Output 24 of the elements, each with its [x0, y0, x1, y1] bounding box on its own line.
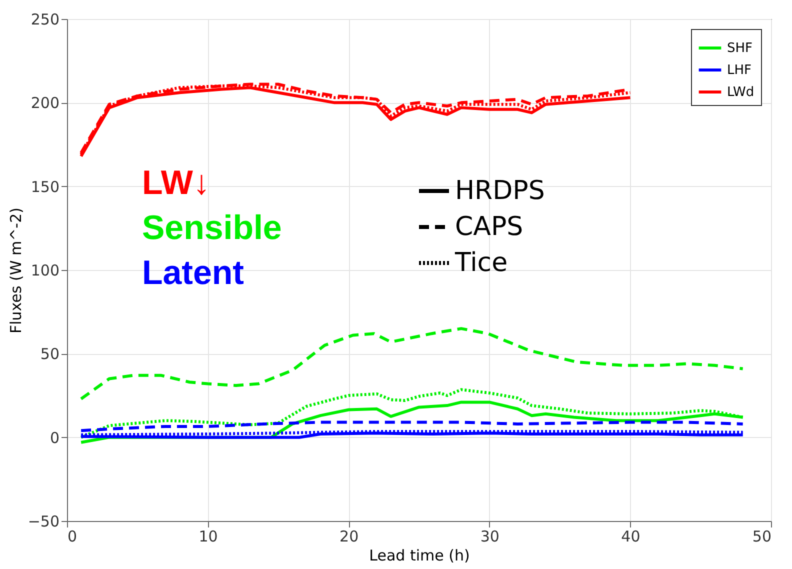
legend-label: LHF: [727, 63, 752, 78]
y-tick-label: 50: [40, 345, 60, 364]
annotation: Tice: [454, 248, 508, 278]
y-tick-label: 200: [30, 94, 60, 112]
y-tick-label: −50: [28, 512, 60, 530]
x-tick-label: 10: [198, 528, 218, 546]
y-tick-label: 100: [30, 262, 60, 280]
x-tick-label: 50: [752, 528, 772, 546]
y-tick-label: 250: [30, 10, 60, 28]
annotation: Sensible: [142, 209, 282, 247]
x-tick-label: 40: [621, 528, 640, 546]
x-tick-label: 20: [340, 528, 359, 546]
legend-label: LWd: [727, 85, 754, 100]
annotation: HRDPS: [455, 176, 545, 206]
legend-label: SHF: [727, 41, 753, 56]
x-axis-title: Lead time (h): [369, 546, 470, 564]
x-tick-label: 0: [68, 528, 78, 546]
y-tick-label: 150: [30, 178, 60, 196]
y-tick-label: 0: [50, 428, 60, 447]
y-axis-title: Fluxes (W m^-2): [6, 208, 25, 334]
annotation: LW↓: [142, 164, 210, 202]
annotation: Latent: [142, 254, 244, 292]
x-tick-label: 30: [480, 528, 500, 546]
annotation: CAPS: [455, 212, 524, 242]
